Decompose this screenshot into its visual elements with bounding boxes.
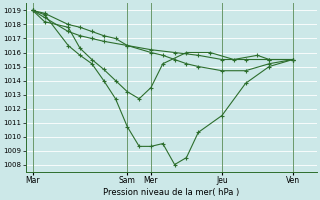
X-axis label: Pression niveau de la mer( hPa ): Pression niveau de la mer( hPa ) — [103, 188, 239, 197]
